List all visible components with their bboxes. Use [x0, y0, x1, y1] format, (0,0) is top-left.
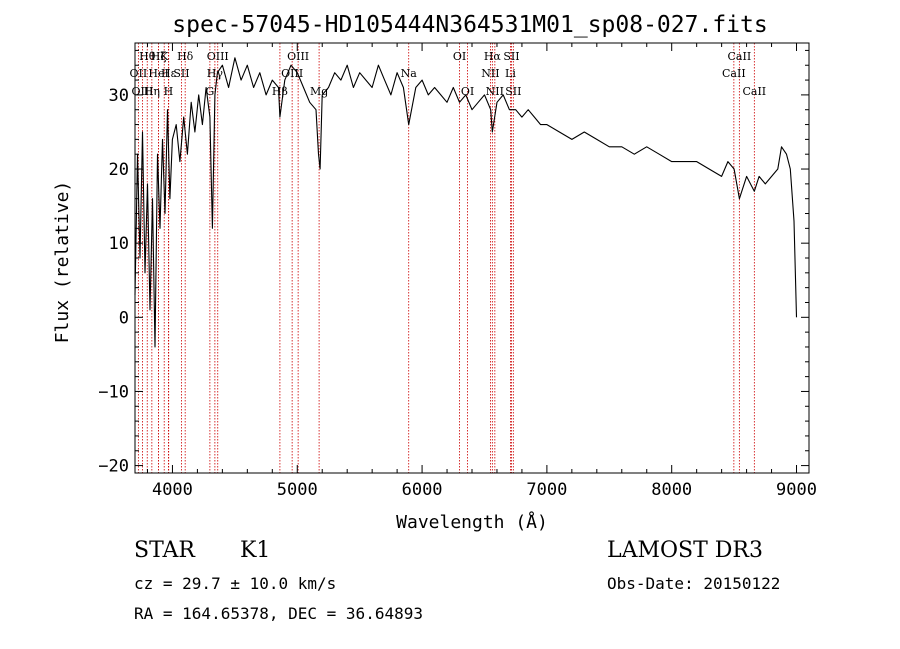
- line-marker-label: Li: [505, 67, 516, 80]
- spectrum-line: [134, 57, 798, 348]
- x-tick-label: 9000: [776, 480, 817, 500]
- object-subclass: K1: [240, 538, 271, 563]
- line-markers: [137, 43, 755, 473]
- y-tick-label: 0: [119, 308, 129, 328]
- line-marker-label: OI: [461, 85, 474, 98]
- redshift-velocity: cz = 29.7 ± 10.0 km/s: [134, 574, 337, 593]
- line-marker-label: H: [164, 85, 174, 98]
- y-tick-label: −10: [98, 382, 129, 402]
- y-tick-label: −20: [98, 457, 129, 477]
- line-marker-label: SII: [505, 85, 521, 98]
- x-tick-label: 6000: [402, 480, 443, 500]
- survey-name: LAMOST DR3: [607, 538, 763, 563]
- line-marker-label: OI: [453, 50, 466, 63]
- line-marker-label: K: [160, 50, 169, 63]
- y-tick-label: 20: [109, 160, 129, 180]
- line-marker-label: SII: [173, 67, 189, 80]
- line-marker-label: OIII: [287, 50, 309, 63]
- y-axis-label: Flux (relative): [52, 181, 73, 344]
- line-marker-label: NII: [481, 67, 499, 80]
- line-marker-label: HeI: [148, 67, 168, 80]
- line-marker-label: G: [205, 85, 214, 98]
- line-marker-label: CaII: [742, 85, 766, 98]
- line-marker-label: Hα: [484, 50, 502, 63]
- line-marker-label: OII: [130, 67, 148, 80]
- y-axis-ticks: −20 −10 0 10 20 30: [98, 49, 809, 477]
- line-marker-label: Hζ: [151, 50, 167, 63]
- line-marker-label: NII: [486, 85, 504, 98]
- line-marker-label: Na: [401, 67, 418, 80]
- x-tick-label: 7000: [526, 480, 567, 500]
- object-class: STAR: [134, 538, 195, 563]
- plot-frame: [134, 42, 810, 474]
- line-marker-label: Hη: [144, 85, 160, 98]
- line-marker-label: OIII: [207, 50, 229, 63]
- line-marker-label: Hβ: [272, 85, 288, 98]
- line-marker-label: CaII: [722, 67, 746, 80]
- chart-title: spec-57045-HD105444N364531M01_sp08-027.f…: [172, 12, 767, 38]
- coordinates: RA = 164.65378, DEC = 36.64893: [134, 604, 423, 623]
- line-marker-label: Hγ: [207, 67, 224, 80]
- y-tick-label: 10: [109, 234, 129, 254]
- x-axis-ticks: 4000 5000 6000 7000 8000 9000: [146, 43, 817, 500]
- line-marker-label: Hθ: [139, 50, 156, 63]
- x-tick-label: 4000: [152, 480, 193, 500]
- line-marker-label: Hε: [161, 67, 177, 80]
- line-marker-label: SII: [503, 50, 519, 63]
- x-tick-label: 8000: [651, 480, 692, 500]
- spectrum-series: [134, 57, 798, 348]
- line-marker-label: Mg: [310, 85, 328, 98]
- y-tick-label: 30: [109, 86, 129, 106]
- observation-date: Obs-Date: 20150122: [607, 574, 781, 593]
- x-axis-label: Wavelength (Å): [396, 511, 548, 533]
- line-marker-label: Hδ: [177, 50, 194, 63]
- x-tick-label: 5000: [277, 480, 318, 500]
- line-marker-label: CaII: [728, 50, 752, 63]
